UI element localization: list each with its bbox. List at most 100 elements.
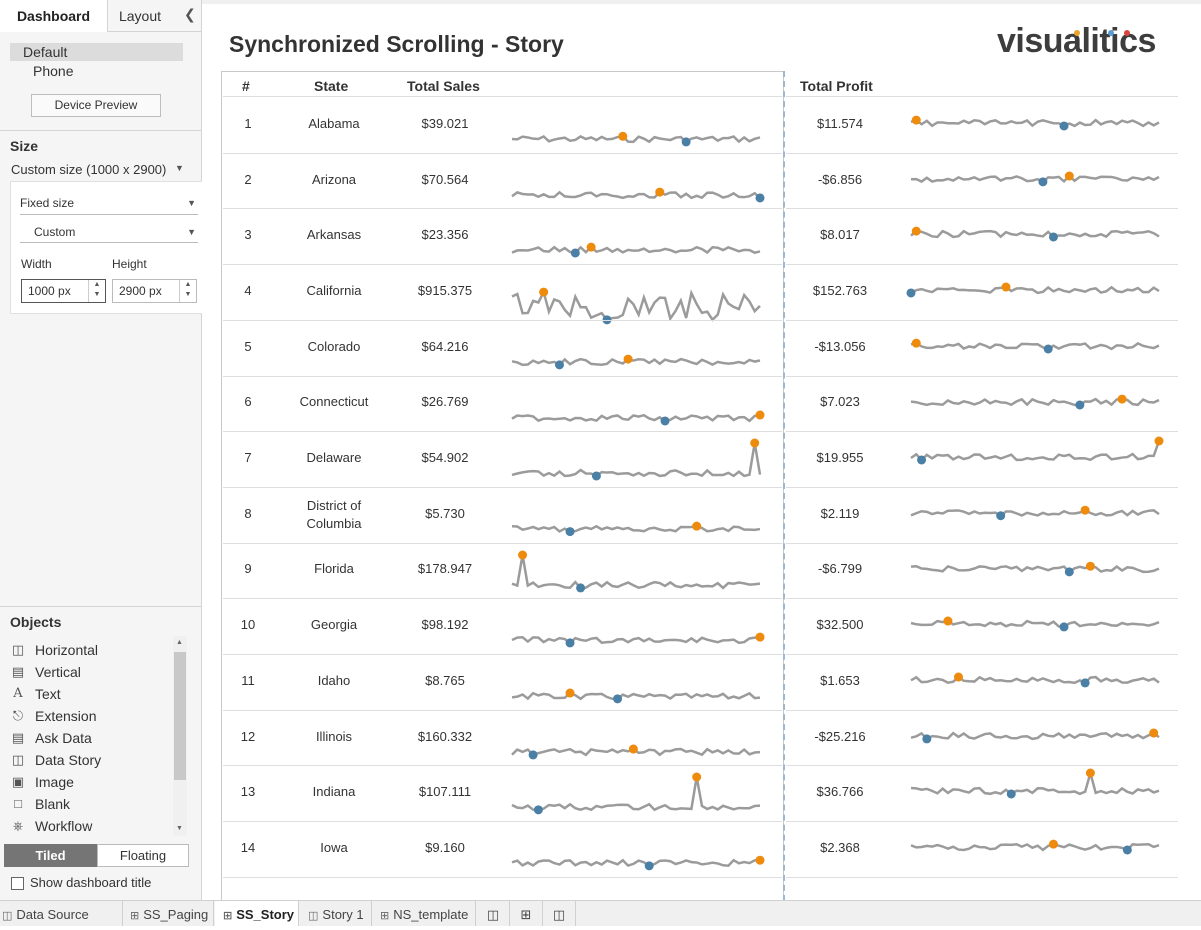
object-vertical[interactable]: ▤ Vertical [0, 662, 188, 684]
profit-min-point[interactable] [917, 455, 927, 465]
profit-min-point[interactable] [996, 511, 1006, 521]
profit-min-point[interactable] [1059, 622, 1069, 632]
sales-max-point[interactable] [623, 354, 633, 364]
object-image[interactable]: ▣ Image [0, 772, 188, 794]
profit-min-point[interactable] [1059, 121, 1069, 131]
sales-max-point[interactable] [755, 410, 765, 420]
profit-max-point[interactable] [1048, 839, 1058, 849]
sales-max-point[interactable] [586, 243, 596, 253]
sales-min-point[interactable] [613, 694, 623, 704]
divider [0, 130, 201, 131]
tab-ss-story[interactable]: ⊞ SS_Story [215, 901, 299, 926]
profit-max-point[interactable] [1001, 282, 1011, 292]
height-stepper[interactable]: 2900 px ▲ ▼ [112, 279, 197, 303]
profit-min-point[interactable] [906, 288, 916, 298]
sales-max-point[interactable] [518, 550, 528, 560]
new-worksheet-icon[interactable]: ◫ [477, 901, 510, 926]
sales-min-point[interactable] [554, 360, 564, 370]
device-default[interactable]: Default [10, 43, 183, 61]
profit-max-point[interactable] [1149, 728, 1159, 738]
data-story-icon: ◫ [11, 752, 25, 767]
object-text[interactable]: A Text [0, 684, 188, 706]
profit-min-point[interactable] [1064, 566, 1074, 576]
sales-min-point[interactable] [570, 248, 580, 258]
size-preset-select[interactable]: Custom ▼ [20, 221, 198, 243]
sales-min-point[interactable] [755, 193, 765, 203]
tab-dashboard[interactable]: Dashboard [0, 0, 108, 32]
sales-max-point[interactable] [692, 772, 702, 782]
tiled-toggle[interactable]: Tiled [4, 844, 97, 867]
sales-max-point[interactable] [755, 855, 765, 865]
sales-max-point[interactable] [755, 632, 765, 642]
sales-max-point[interactable] [618, 131, 628, 141]
sales-max-point[interactable] [628, 744, 638, 754]
sales-min-point[interactable] [533, 805, 543, 815]
width-stepper[interactable]: 1000 px ▲ ▼ [21, 279, 106, 303]
sales-min-point[interactable] [565, 527, 575, 537]
profit-max-point[interactable] [1064, 171, 1074, 181]
scrollbar-thumb[interactable] [174, 652, 186, 780]
object-workflow[interactable]: ⎈ Workflow [0, 816, 188, 838]
tab-layout[interactable]: Layout [118, 8, 162, 24]
object-blank[interactable]: □ Blank [0, 794, 188, 816]
profit-min-point[interactable] [1122, 845, 1132, 855]
scroll-up-icon[interactable]: ▲ [176, 639, 183, 646]
tab-ss-paging[interactable]: ⊞ SS_Paging [122, 901, 214, 926]
sales-min-point[interactable] [660, 415, 670, 425]
profit-min-point[interactable] [1048, 232, 1058, 242]
size-mode-select[interactable]: Fixed size ▼ [20, 192, 198, 215]
sales-max-point[interactable] [655, 187, 665, 197]
profit-min-point[interactable] [1080, 678, 1090, 688]
sales-max-point[interactable] [750, 438, 760, 448]
row-divider [223, 431, 782, 433]
object-extension[interactable]: ⎋ Extension [0, 706, 188, 728]
show-title-checkbox[interactable] [11, 877, 24, 890]
sales-min-point[interactable] [644, 861, 654, 871]
profit-min-point[interactable] [1038, 177, 1048, 187]
chevron-down-icon[interactable]: ▼ [175, 163, 184, 173]
profit-max-point[interactable] [911, 227, 921, 237]
floating-toggle[interactable]: Floating [97, 844, 189, 867]
object-ask-data[interactable]: ▤ Ask Data [0, 728, 188, 750]
profit-max-point[interactable] [1085, 561, 1095, 571]
row-divider [786, 876, 1178, 878]
profit-value: $19.955 [816, 450, 864, 466]
profit-trend-line [910, 675, 1160, 685]
profit-min-point[interactable] [1006, 789, 1016, 799]
tab-data-source[interactable]: ◫ Data Source [0, 901, 123, 926]
new-story-icon[interactable]: ◫ [543, 901, 576, 926]
object-horizontal[interactable]: ◫ Horizontal [0, 640, 188, 662]
sales-min-point[interactable] [565, 638, 575, 648]
tab-ns-template[interactable]: ⊞ NS_template [372, 901, 476, 926]
sales-min-point[interactable] [681, 137, 691, 147]
scroll-down-icon[interactable]: ▼ [176, 825, 183, 832]
profit-max-point[interactable] [1154, 436, 1164, 446]
device-phone[interactable]: Phone [33, 63, 74, 79]
size-dropdown[interactable]: Custom size (1000 x 2900) [11, 162, 167, 177]
profit-max-point[interactable] [943, 616, 953, 626]
profit-max-point[interactable] [1117, 394, 1127, 404]
object-data-story[interactable]: ◫ Data Story [0, 750, 188, 772]
profit-max-point[interactable] [911, 338, 921, 348]
tab-story-1[interactable]: ◫ Story 1 [300, 901, 372, 926]
profit-max-point[interactable] [953, 672, 963, 682]
new-dashboard-icon[interactable]: ⊞ [510, 901, 543, 926]
sales-max-point[interactable] [565, 688, 575, 698]
profit-min-point[interactable] [1043, 344, 1053, 354]
sales-max-point[interactable] [539, 287, 549, 297]
sales-max-point[interactable] [692, 521, 702, 531]
objects-scrollbar[interactable]: ▲ ▼ [173, 636, 187, 836]
sales-min-point[interactable] [591, 471, 601, 481]
logo-dot [1124, 30, 1130, 36]
stepper-arrows-icon[interactable]: ▲ ▼ [88, 280, 105, 302]
profit-min-point[interactable] [922, 734, 932, 744]
sales-min-point[interactable] [576, 583, 586, 593]
collapse-panel-icon[interactable]: ❮ [184, 6, 196, 22]
device-preview-button[interactable]: Device Preview [31, 94, 161, 117]
sales-min-point[interactable] [528, 750, 538, 760]
profit-min-point[interactable] [1075, 399, 1085, 409]
profit-max-point[interactable] [1080, 505, 1090, 515]
stepper-arrows-icon[interactable]: ▲ ▼ [179, 280, 196, 302]
profit-max-point[interactable] [1085, 768, 1095, 778]
profit-max-point[interactable] [911, 115, 921, 125]
